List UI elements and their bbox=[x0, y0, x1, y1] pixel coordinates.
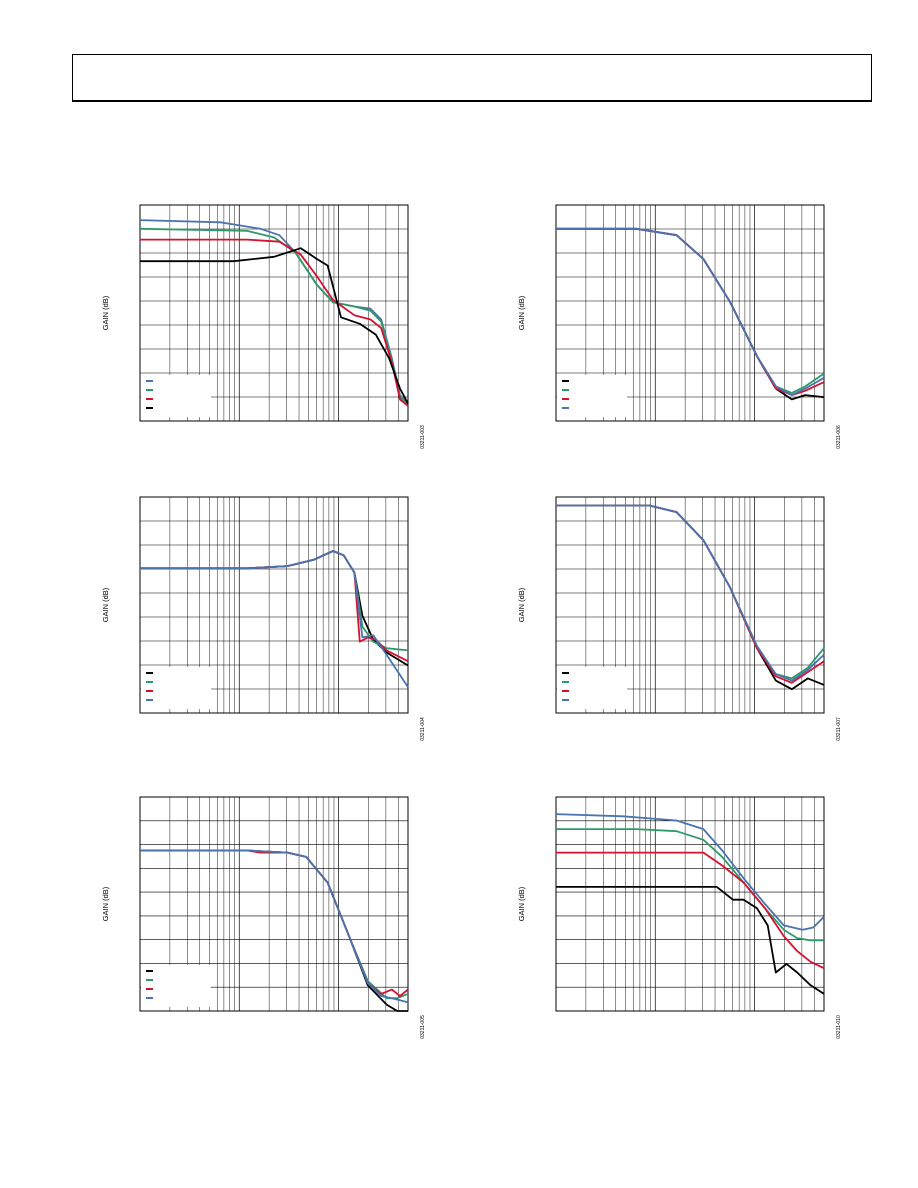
plot-frame bbox=[555, 204, 825, 422]
series-line-blue bbox=[140, 550, 409, 688]
y-axis-label: GAIN (dB) bbox=[517, 587, 526, 622]
chart-panel-3: GAIN (dB) 03211-004 bbox=[100, 492, 440, 752]
series-line-red bbox=[556, 851, 825, 970]
series-line-black bbox=[556, 227, 825, 401]
figure-id: 03211-003 bbox=[420, 425, 426, 449]
chart-3: GAIN (dB) 03211-004 bbox=[101, 496, 426, 741]
plot-area bbox=[139, 796, 409, 1012]
series-line-blue bbox=[555, 813, 825, 931]
chart-4: GAIN (dB) 03211-007 bbox=[517, 496, 842, 741]
chart-panel-2: GAIN (dB) 03211-006 bbox=[516, 200, 856, 460]
plot-area bbox=[555, 496, 825, 714]
plot-area bbox=[139, 496, 409, 714]
figure-id: 03211-004 bbox=[420, 717, 426, 741]
series-line-black bbox=[556, 504, 825, 691]
y-axis-label: GAIN (dB) bbox=[101, 295, 110, 330]
figure-id: 03211-010 bbox=[836, 1015, 842, 1039]
chart-panel-4: GAIN (dB) 03211-007 bbox=[516, 492, 856, 752]
series-line-green bbox=[556, 504, 825, 680]
plot-area bbox=[139, 204, 409, 422]
chart-panel-6: GAIN (dB) 03211-010 bbox=[516, 792, 856, 1057]
series-line-blue bbox=[556, 227, 825, 396]
plot-area bbox=[555, 204, 825, 422]
chart-2: GAIN (dB) 03211-006 bbox=[517, 204, 842, 449]
figure-id: 03211-005 bbox=[420, 1015, 426, 1039]
chart-1: GAIN (dB) 03211-003 bbox=[101, 204, 426, 449]
plot-frame bbox=[139, 496, 409, 714]
series-line-blue bbox=[556, 504, 825, 682]
plot-frame bbox=[139, 796, 409, 1012]
figure-id: 03211-007 bbox=[836, 717, 842, 741]
y-axis-label: GAIN (dB) bbox=[517, 295, 526, 330]
plot-frame bbox=[555, 796, 825, 1012]
series-line-blue bbox=[140, 849, 409, 1004]
plot-area bbox=[555, 796, 825, 1012]
chart-6: GAIN (dB) 03211-010 bbox=[517, 796, 842, 1039]
chart-panel-1: GAIN (dB) 03211-003 bbox=[100, 200, 440, 460]
plot-frame bbox=[139, 204, 409, 422]
series-line-green bbox=[556, 227, 825, 394]
chart-panel-5: GAIN (dB) 03211-005 bbox=[100, 792, 440, 1057]
figure-id: 03211-006 bbox=[836, 425, 842, 449]
series-line-black bbox=[556, 886, 825, 995]
y-axis-label: GAIN (dB) bbox=[101, 587, 110, 622]
series-line-green bbox=[556, 828, 824, 942]
series-line-black bbox=[140, 247, 409, 405]
chart-5: GAIN (dB) 03211-005 bbox=[101, 796, 426, 1039]
page-header-box bbox=[72, 54, 872, 102]
y-axis-label: GAIN (dB) bbox=[101, 886, 110, 921]
y-axis-label: GAIN (dB) bbox=[517, 886, 526, 921]
series-line-red bbox=[556, 504, 825, 684]
plot-frame bbox=[555, 496, 825, 714]
series-line-red bbox=[556, 227, 825, 396]
